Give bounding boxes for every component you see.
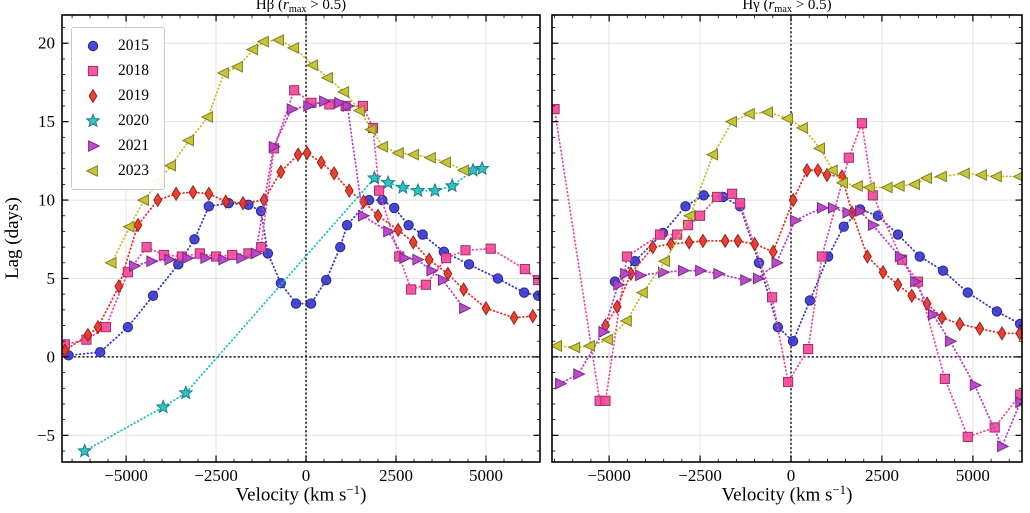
series-2015	[63, 194, 540, 361]
legend-label: 2019	[118, 87, 149, 104]
legend-label: 2018	[118, 62, 149, 79]
tick-labels: −5000 −2500 0 2500 5000	[587, 466, 990, 485]
zero-reference-lines	[551, 14, 1023, 463]
circle-icon	[87, 40, 99, 52]
axes-box	[61, 14, 541, 463]
title-text: Hβ (	[255, 0, 284, 13]
y-tick-label: 15	[38, 112, 55, 131]
tick-labels: −5000 −2500 0 2500 5000 −5 0 5 10 15 20	[37, 34, 503, 485]
x-tick-label: 0	[302, 466, 311, 485]
legend-item-2023: 2023	[81, 159, 149, 183]
x-tick-label: −2500	[678, 466, 722, 485]
legend: 2015 2018 2019 2020 2021 2023	[71, 27, 165, 190]
title-text: > 0.5)	[791, 0, 832, 13]
square-icon	[87, 65, 99, 77]
x-tick-label: −2500	[194, 466, 238, 485]
x-tick-label: 5000	[469, 466, 503, 485]
legend-label: 2023	[118, 162, 149, 179]
title-rmax-sub: max	[774, 3, 792, 15]
title-rmax-r: r	[768, 0, 775, 13]
legend-item-2015: 2015	[81, 34, 149, 58]
series-2023	[104, 34, 469, 269]
zero-reference-lines	[61, 14, 541, 463]
triangle-right-icon	[88, 139, 101, 153]
y-axis-label: Lag (days)	[2, 197, 23, 280]
triangle-left-icon	[85, 164, 98, 178]
legend-label: 2020	[118, 112, 149, 129]
x-tick-label: 5000	[956, 466, 990, 485]
panel-hgamma: −5000 −2500 0 2500 5000	[551, 14, 1023, 485]
legend-item-2019: 2019	[81, 84, 149, 108]
diamond-icon	[88, 88, 98, 104]
legend-label: 2015	[118, 37, 149, 54]
x-axis-label-right: Velocity (km s−1)	[721, 482, 853, 506]
series-2019	[600, 162, 1022, 341]
axis-ticks	[552, 15, 1022, 462]
star-icon	[85, 113, 101, 128]
x-tick-label: −5000	[587, 466, 631, 485]
title-text: > 0.5)	[306, 0, 347, 13]
y-tick-label: 20	[38, 34, 55, 53]
x-tick-label: −5000	[104, 466, 148, 485]
y-tick-label: −5	[37, 426, 55, 445]
legend-item-2020: 2020	[81, 109, 149, 133]
title-rmax-r: r	[283, 0, 289, 13]
y-tick-label: 5	[47, 269, 56, 288]
y-tick-label: 0	[47, 347, 56, 366]
x-tick-label: 2500	[865, 466, 899, 485]
title-text: Hγ (	[742, 0, 769, 13]
right-panel-title: Hγ (rmax > 0.5)	[552, 0, 1022, 15]
legend-item-2021: 2021	[81, 134, 149, 158]
x-axis-label-left: Velocity (km s−1)	[235, 482, 367, 506]
axes-box	[551, 14, 1023, 463]
series-2020	[77, 160, 490, 458]
left-panel-title: Hβ (rmax > 0.5)	[62, 0, 540, 15]
x-tick-label: 2500	[379, 466, 413, 485]
series-2021	[555, 201, 1022, 453]
legend-label: 2021	[118, 137, 149, 154]
legend-item-2018: 2018	[81, 59, 149, 83]
x-tick-label: 0	[787, 466, 796, 485]
title-rmax-sub: max	[288, 3, 307, 15]
y-tick-label: 10	[38, 191, 55, 210]
gridlines	[552, 15, 1022, 462]
series-2023	[552, 106, 1022, 354]
series-2021	[129, 95, 472, 315]
panel-hbeta: −5000 −2500 0 2500 5000 −5 0 5 10 15 20	[37, 14, 541, 485]
